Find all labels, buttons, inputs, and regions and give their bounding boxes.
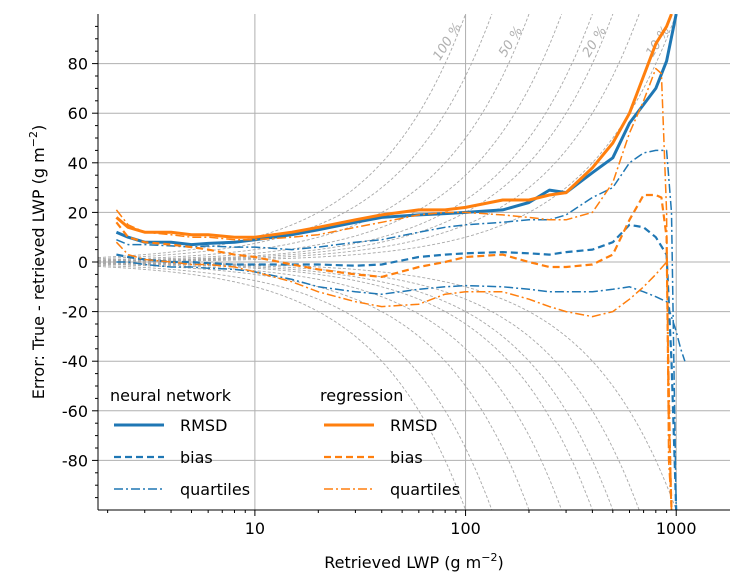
legend-entry-label: RMSD [180, 416, 227, 435]
y-tick-label: 20 [68, 203, 88, 222]
series-regression-bias [115, 193, 673, 510]
reference-curve [98, 14, 614, 262]
x-tick-label: 100 [450, 519, 481, 538]
reference-curve [98, 263, 563, 510]
reference-curve [98, 262, 593, 510]
legend-entry-label: quartiles [180, 480, 250, 499]
y-tick-label: -40 [62, 352, 88, 371]
reference-curve [98, 261, 677, 510]
reference-curve [98, 14, 677, 263]
y-tick-label: 80 [68, 55, 88, 74]
reference-curve [98, 14, 593, 262]
series-neural-network-bias [116, 223, 678, 510]
y-axis-label: Error: True - retrieved LWP (g m−2) [27, 125, 48, 399]
y-tick-label: 40 [68, 154, 88, 173]
reference-curve [98, 14, 493, 260]
legend-entry-label: bias [390, 448, 423, 467]
x-tick-label: 10 [245, 519, 265, 538]
reference-curve [98, 14, 530, 261]
y-tick-label: 60 [68, 104, 88, 123]
y-tick-label: -20 [62, 303, 88, 322]
reference-curve [98, 14, 467, 258]
reference-curve [98, 14, 640, 262]
x-tick-label: 1000 [656, 519, 697, 538]
series-regression-quartiles-lower [115, 241, 673, 510]
grid [98, 14, 730, 510]
series-neural-network-quartiles-lower [116, 261, 686, 362]
relative-error-label: 50 % [496, 24, 526, 60]
series-regression-quartiles-upper [115, 67, 673, 510]
y-tick-label: 0 [78, 253, 88, 272]
legend-entry-label: quartiles [390, 480, 460, 499]
legend-title: neural network [110, 386, 232, 405]
series-regression-rmsd [115, 14, 673, 239]
reference-curve [98, 263, 530, 510]
reference-curve [98, 14, 563, 261]
legend: neural network RMSD bias quartiles regressio… [110, 386, 460, 499]
reference-curve [98, 266, 467, 510]
y-tick-label: -60 [62, 402, 88, 421]
legend-entry-label: bias [180, 448, 213, 467]
series-neural-network-quartiles-upper [116, 149, 677, 510]
x-axis-label: Retrieved LWP (g m−2) [324, 551, 503, 572]
reference-curve [98, 264, 493, 510]
y-tick-label: -80 [62, 451, 88, 470]
legend-title: regression [320, 386, 403, 405]
ticks: 10 100 1000 80 60 40 20 0 -20 -40 -60 -80 [62, 25, 697, 538]
legend-entry-label: RMSD [390, 416, 437, 435]
relative-error-label: 20 % [580, 24, 610, 60]
series-layer [115, 14, 686, 510]
relative-error-label: 100 % [430, 20, 465, 63]
